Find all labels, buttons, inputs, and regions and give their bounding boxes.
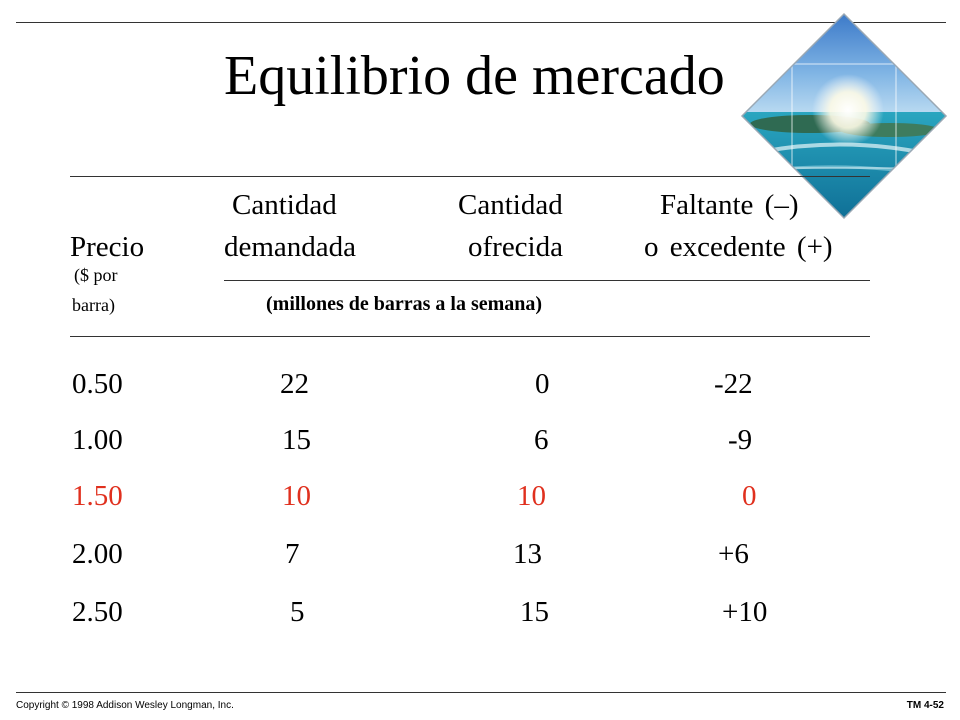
header-top-rule bbox=[70, 176, 870, 177]
tropical-island-photo bbox=[740, 12, 948, 220]
supplied-cell: 10 bbox=[517, 480, 546, 512]
supply-header-line1: Cantidad bbox=[458, 189, 563, 221]
difference-cell: -22 bbox=[714, 368, 753, 400]
difference-cell: +6 bbox=[718, 538, 749, 570]
top-rule bbox=[16, 22, 946, 23]
supplied-cell: 0 bbox=[535, 368, 550, 400]
demanded-cell: 7 bbox=[285, 538, 300, 570]
footer-rule bbox=[16, 692, 946, 693]
demanded-cell: 15 bbox=[282, 424, 311, 456]
demand-header-line2: demandada bbox=[224, 231, 357, 263]
price-cell: 2.50 bbox=[72, 596, 123, 628]
price-cell: 1.00 bbox=[72, 424, 123, 456]
quantity-units-label: (millones de barras a la semana) bbox=[266, 293, 543, 315]
supplied-cell: 13 bbox=[513, 538, 542, 570]
price-cell: 0.50 bbox=[72, 368, 123, 400]
supply-header-line2: ofrecida bbox=[468, 231, 563, 263]
slide-title: Equilibrio de mercado bbox=[224, 45, 725, 107]
price-cell: 1.50 bbox=[72, 480, 123, 512]
slide-id: TM 4-52 bbox=[906, 700, 944, 711]
demanded-cell: 5 bbox=[290, 596, 305, 628]
copyright-text: Copyright © 1998 Addison Wesley Longman,… bbox=[16, 700, 234, 711]
difference-cell: -9 bbox=[728, 424, 753, 456]
supplied-cell: 6 bbox=[534, 424, 549, 456]
header-bottom-rule bbox=[70, 336, 870, 337]
difference-header-line2: o excedente (+) bbox=[644, 231, 833, 263]
price-header: Precio bbox=[70, 231, 145, 263]
demanded-cell: 10 bbox=[282, 480, 311, 512]
demand-header-line1: Cantidad bbox=[232, 189, 337, 221]
price-unit-line1: ($ por bbox=[74, 265, 118, 285]
quantity-units-rule bbox=[224, 280, 870, 281]
price-unit-line2: barra) bbox=[72, 295, 115, 315]
demanded-cell: 22 bbox=[280, 368, 309, 400]
difference-header-line1: Faltante (–) bbox=[660, 189, 799, 221]
price-cell: 2.00 bbox=[72, 538, 123, 570]
supplied-cell: 15 bbox=[520, 596, 549, 628]
difference-cell: +10 bbox=[722, 596, 768, 628]
difference-cell: 0 bbox=[742, 480, 757, 512]
